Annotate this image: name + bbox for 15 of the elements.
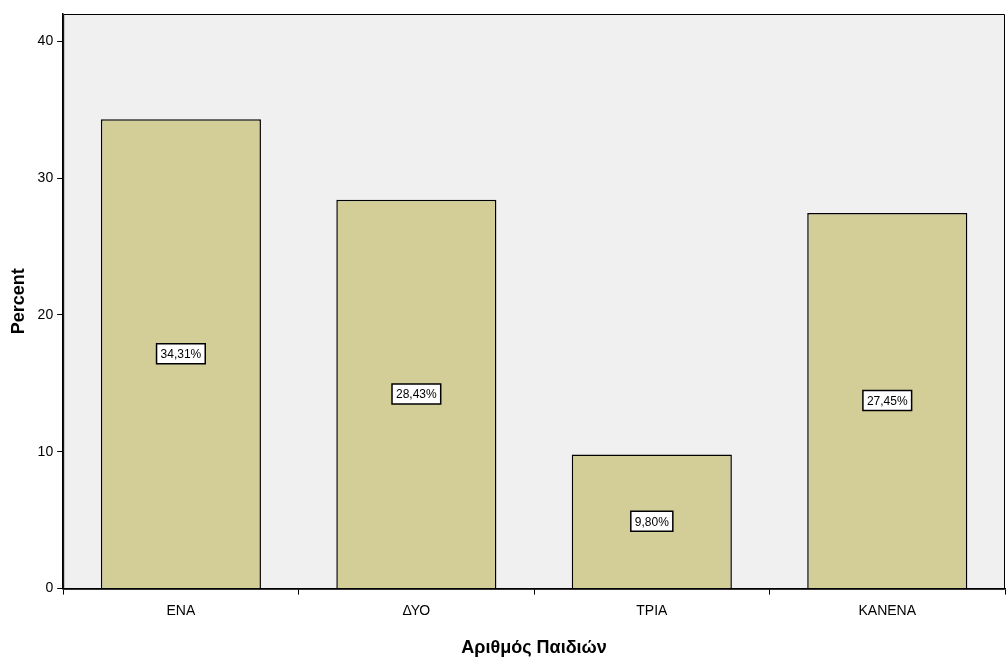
y-axis-title: Percent: [7, 268, 28, 335]
x-tick-label: ΚΑΝΕΝΑ: [858, 601, 917, 618]
y-tick-label: 40: [37, 32, 54, 49]
x-axis-title: Αριθμός Παιδιών: [461, 637, 607, 658]
data-label: 34,31%: [160, 346, 202, 361]
x-tick-label: ΕΝΑ: [166, 601, 196, 618]
y-tick-label: 0: [45, 579, 54, 596]
y-tick-label: 30: [37, 169, 54, 186]
x-tick-label: ΤΡΙΑ: [636, 601, 669, 618]
data-label: 9,80%: [634, 514, 670, 529]
data-label: 27,45%: [866, 393, 908, 408]
x-tick-label: ΔΥΟ: [402, 601, 431, 618]
data-label: 28,43%: [396, 387, 438, 402]
y-tick-label: 10: [37, 442, 54, 459]
y-tick-label: 20: [37, 305, 54, 322]
